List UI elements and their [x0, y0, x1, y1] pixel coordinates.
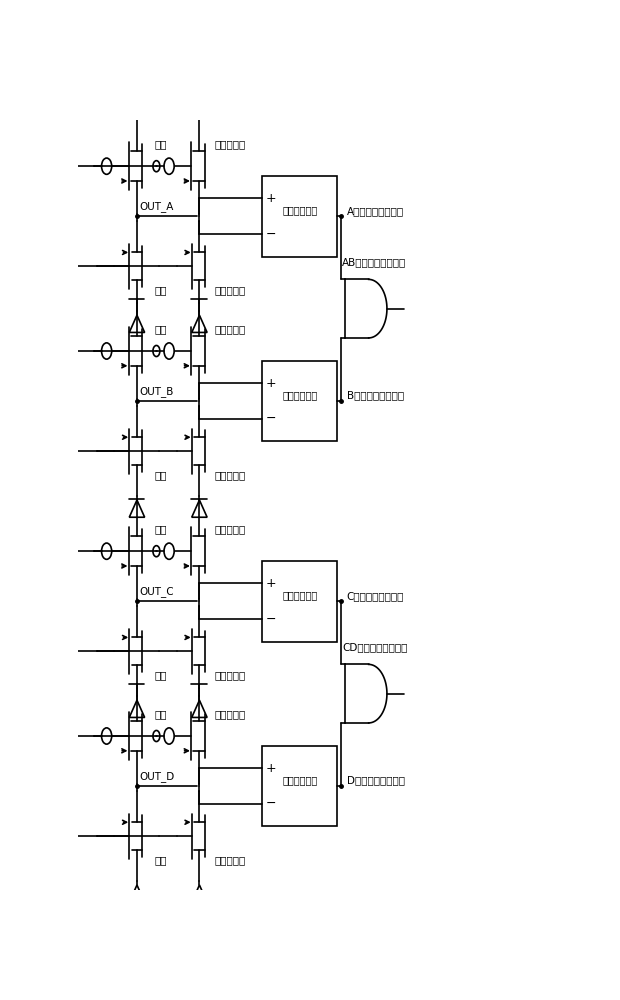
Text: 上管采样管: 上管采样管: [215, 324, 246, 334]
Text: −: −: [266, 412, 277, 425]
Text: OUT_B: OUT_B: [139, 386, 174, 397]
Bar: [262, 176, 337, 257]
Text: 上管: 上管: [154, 524, 167, 534]
Text: 下管: 下管: [154, 671, 167, 681]
Bar: [262, 361, 337, 441]
Text: B通道过流指示输出: B通道过流指示输出: [347, 391, 404, 401]
Bar: [262, 561, 337, 642]
Text: OUT_C: OUT_C: [139, 587, 174, 597]
Text: 下管: 下管: [154, 855, 167, 865]
Text: OUT_A: OUT_A: [139, 202, 174, 212]
Text: CD通道过流指示输出: CD通道过流指示输出: [342, 642, 407, 652]
Text: C通道过流指示输出: C通道过流指示输出: [347, 591, 404, 601]
Text: −: −: [266, 797, 277, 810]
Text: 过流检测模块: 过流检测模块: [282, 205, 317, 215]
Bar: [262, 746, 337, 826]
Text: D通道过流指示输出: D通道过流指示输出: [347, 776, 405, 786]
Text: 下管采样管: 下管采样管: [215, 671, 246, 681]
Text: 上管采样管: 上管采样管: [215, 709, 246, 719]
Text: 下管采样管: 下管采样管: [215, 286, 246, 296]
Text: 上管: 上管: [154, 709, 167, 719]
Text: +: +: [266, 762, 277, 775]
Text: −: −: [266, 228, 277, 241]
Text: 上管: 上管: [154, 324, 167, 334]
Text: 过流检测模块: 过流检测模块: [282, 390, 317, 400]
Text: 下管采样管: 下管采样管: [215, 470, 246, 480]
Text: 上管: 上管: [154, 139, 167, 149]
Text: 过流检测模块: 过流检测模块: [282, 590, 317, 600]
Text: +: +: [266, 377, 277, 390]
Text: 上管采样管: 上管采样管: [215, 139, 246, 149]
Text: 上管采样管: 上管采样管: [215, 524, 246, 534]
Text: +: +: [266, 192, 277, 205]
Text: 下管: 下管: [154, 286, 167, 296]
Text: AB通道过流指示输出: AB通道过流指示输出: [342, 257, 407, 267]
Text: OUT_D: OUT_D: [139, 771, 174, 782]
Text: +: +: [266, 577, 277, 590]
Text: A通道过流指示输出: A通道过流指示输出: [347, 206, 404, 216]
Text: 下管: 下管: [154, 470, 167, 480]
Text: −: −: [266, 613, 277, 626]
Text: 过流检测模块: 过流检测模块: [282, 775, 317, 785]
Text: 下管采样管: 下管采样管: [215, 855, 246, 865]
